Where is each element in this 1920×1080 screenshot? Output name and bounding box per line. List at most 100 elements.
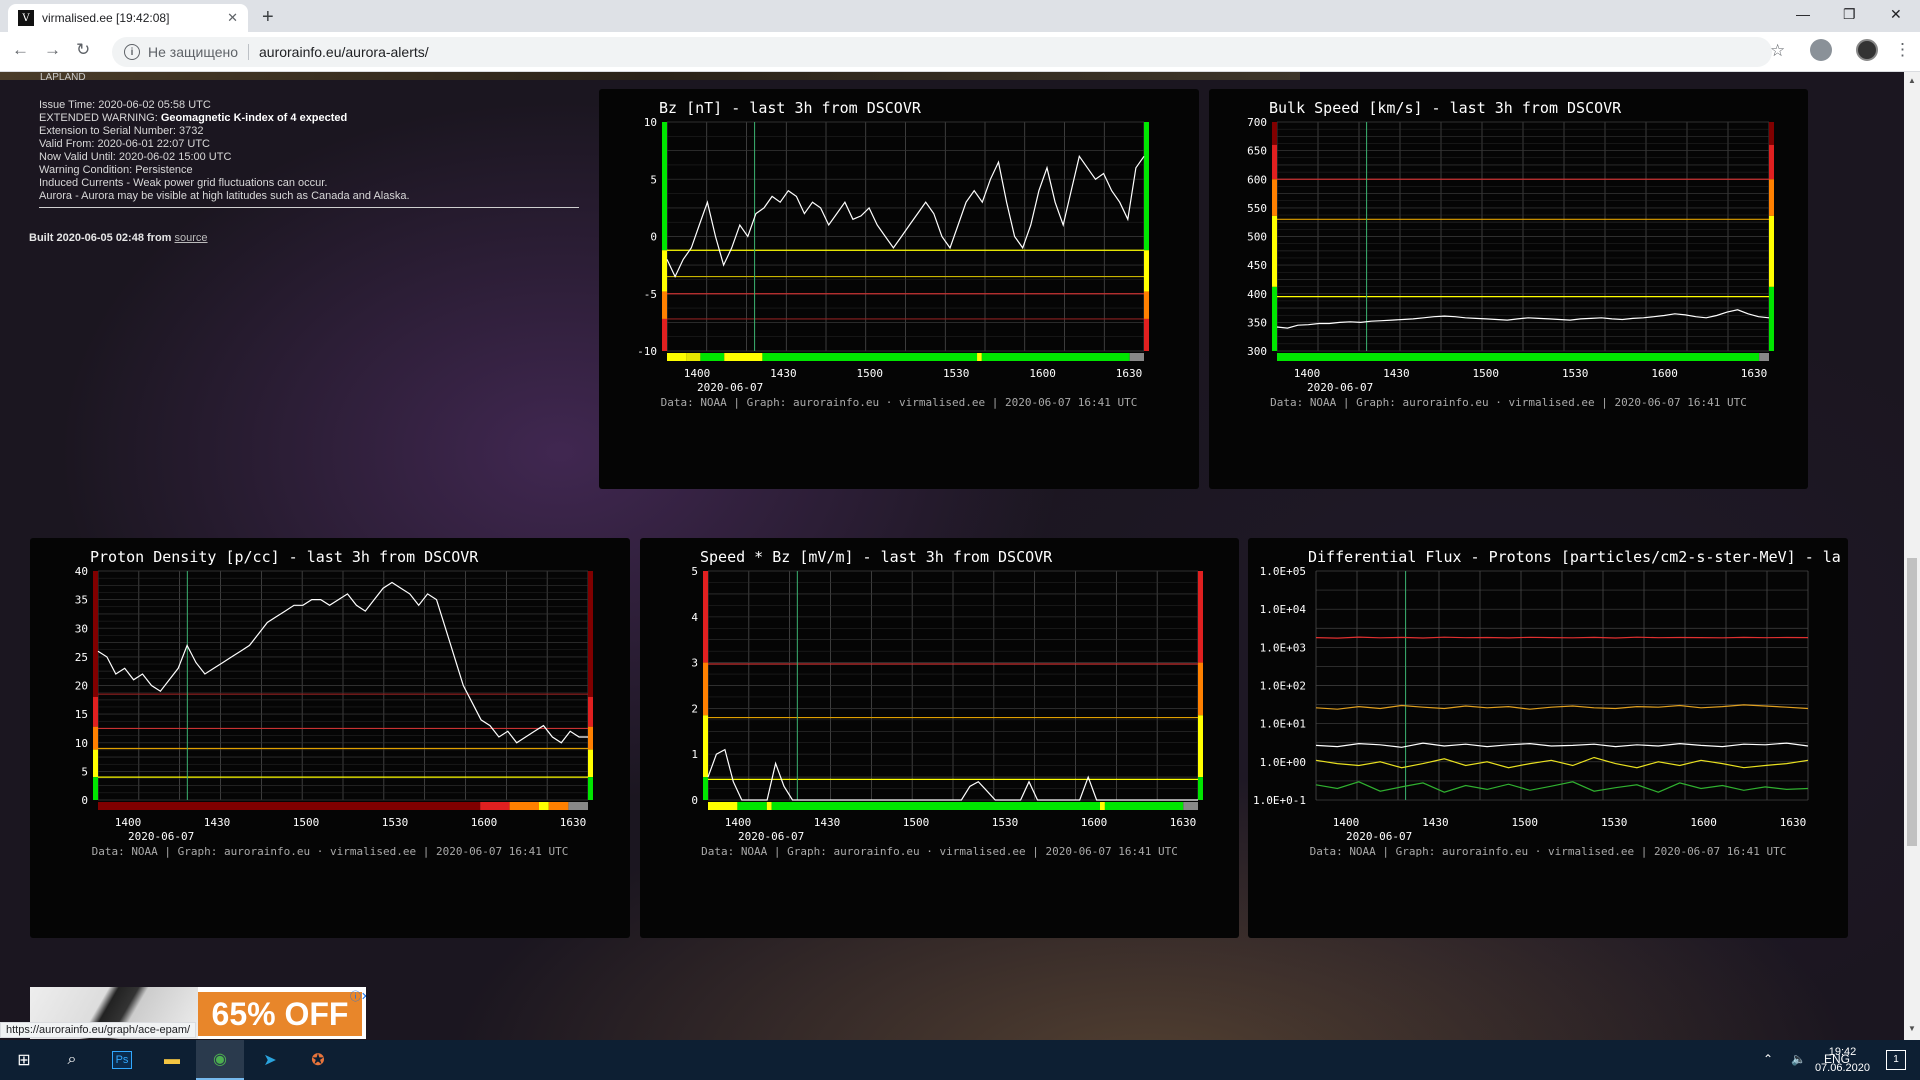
alert-warning-bold: Geomagnetic K-index of 4 expected [160, 112, 348, 124]
y-tick-label: 35 [75, 594, 88, 607]
scale-bar-segment [1144, 318, 1149, 351]
y-tick-label: 2 [691, 702, 698, 715]
y-tick-label: 0 [81, 794, 88, 807]
status-bar-segment [766, 802, 772, 810]
series-line [1315, 636, 1809, 639]
x-tick-label: 1600 [471, 816, 498, 829]
series-line [1276, 309, 1770, 329]
divider [39, 207, 579, 208]
system-tray: ⌃ 🔈 ENG [1763, 1052, 1850, 1066]
chart-plot: 700 650 600 550 500 450 400 350 300 1400 1430 1500 1… [1247, 116, 1774, 394]
forward-icon[interactable]: → [44, 40, 61, 59]
y-tick-label: 550 [1247, 202, 1267, 215]
x-tick-label: 1500 [857, 367, 884, 380]
y-tick-label: 700 [1247, 116, 1267, 129]
y-tick-label: 450 [1247, 259, 1267, 272]
status-bar-segment [724, 353, 763, 361]
scale-bar-segment [1769, 179, 1774, 216]
divider [248, 44, 249, 60]
y-tick-label: 0 [691, 794, 698, 807]
scroll-down-icon[interactable]: ▼ [1908, 1024, 1916, 1033]
status-bar-segment [700, 353, 725, 361]
x-tick-label: 1430 [770, 367, 797, 380]
restore-icon[interactable]: ❐ [1843, 6, 1856, 22]
new-tab-icon[interactable]: + [262, 6, 274, 28]
chart-title: Speed * Bz [mV/m] - last 3h from DSCOVR [700, 548, 1053, 566]
y-tick-label: 3 [691, 657, 698, 670]
scale-bar-segment [1272, 215, 1277, 287]
chart-footer: Data: NOAA | Graph: aurorainfo.eu · virm… [1270, 396, 1747, 409]
scroll-up-icon[interactable]: ▲ [1908, 76, 1916, 85]
app-icon[interactable]: ✪ [311, 1052, 325, 1069]
start-windows-icon[interactable]: ⊞ [17, 1052, 31, 1069]
status-bar-segment [981, 353, 1130, 361]
info-icon[interactable]: i [124, 44, 140, 60]
photoshop-icon[interactable]: Ps [98, 1040, 146, 1080]
date-label: 2020-06-07 [697, 381, 763, 394]
notification-icon[interactable]: 1 [1886, 1050, 1906, 1070]
x-tick-label: 1400 [684, 367, 711, 380]
status-bar-segment [771, 802, 1100, 810]
y-tick-label: 0 [650, 231, 657, 244]
scale-bar-segment [588, 571, 593, 697]
minimize-icon[interactable]: — [1796, 6, 1810, 22]
y-tick-label: 1.0E+01 [1260, 718, 1306, 731]
x-tick-label: 1600 [1029, 367, 1056, 380]
reload-icon[interactable]: ↻ [76, 40, 91, 59]
bookmark-star-icon[interactable]: ☆ [1770, 41, 1786, 60]
scale-bar-segment [1198, 777, 1203, 800]
tab-bar: V virmalised.ee [19:42:08] ✕ + — ❐ ✕ [0, 0, 1920, 32]
scale-bar-segment [1144, 291, 1149, 319]
chart-footer: Data: NOAA | Graph: aurorainfo.eu · virm… [701, 845, 1178, 858]
file-explorer-icon[interactable]: ▬ [164, 1051, 180, 1068]
menu-kebab-icon[interactable]: ⋮ [1894, 40, 1911, 59]
date-label: 2020-06-07 [1346, 830, 1412, 843]
y-tick-label: 40 [75, 565, 88, 578]
scale-bar-segment [1198, 571, 1203, 663]
clock-time: 19:42 [1828, 1046, 1857, 1058]
y-tick-label: -10 [637, 345, 657, 358]
y-tick-label: 1.0E+00 [1260, 756, 1306, 769]
x-tick-label: 1530 [382, 816, 409, 829]
clock[interactable]: 19:42 07.06.2020 [1815, 1044, 1870, 1076]
scale-bar-segment [588, 696, 593, 727]
scale-bar-segment [93, 726, 98, 750]
x-tick-label: 1400 [115, 816, 142, 829]
y-tick-label: 650 [1247, 145, 1267, 158]
tray-chevron-icon[interactable]: ⌃ [1762, 1052, 1774, 1066]
url-text: aurorainfo.eu/aurora-alerts/ [259, 44, 429, 60]
speed-bz-chart-panel: Speed * Bz [mV/m] - last 3h from DSCOVR 5… [640, 538, 1239, 938]
language-indicator[interactable]: ENG [1823, 1052, 1850, 1066]
scrollbar-thumb[interactable] [1907, 558, 1917, 846]
profile-avatar[interactable] [1856, 39, 1878, 61]
ad-headline[interactable]: 65% OFF [198, 992, 362, 1036]
back-icon[interactable]: ← [12, 40, 29, 59]
scale-bar-segment [703, 777, 708, 800]
chrome-icon[interactable]: ◉ [196, 1040, 244, 1080]
close-window-icon[interactable]: ✕ [1890, 6, 1902, 22]
status-bar-segment [1759, 353, 1769, 361]
volume-icon[interactable]: 🔈 [1791, 1052, 1806, 1066]
source-link[interactable]: source [174, 232, 208, 244]
scale-bar-segment [662, 122, 667, 251]
alert-condition: Warning Condition: Persistence [39, 164, 193, 176]
browser-tab[interactable]: V virmalised.ee [19:42:08] ✕ [8, 4, 248, 32]
address-bar[interactable]: i Не защищено aurorainfo.eu/aurora-alert… [112, 37, 1772, 67]
telegram-icon[interactable]: ➤ [263, 1052, 277, 1069]
close-tab-icon[interactable]: ✕ [227, 10, 238, 25]
scale-bar-segment [1144, 250, 1149, 292]
bulk-speed-chart-panel: Bulk Speed [km/s] - last 3h from DSCOVR 7… [1209, 89, 1808, 489]
alert-warning: EXTENDED WARNING: Geomagnetic K-index of… [39, 112, 579, 125]
extension-icon[interactable] [1810, 39, 1832, 61]
y-tick-label: 500 [1247, 231, 1267, 244]
y-tick-label: 10 [75, 737, 88, 750]
x-tick-label: 1600 [1690, 816, 1717, 829]
alert-valid-from: Valid From: 2020-06-01 22:07 UTC [39, 138, 210, 150]
scale-bar-segment [1769, 215, 1774, 287]
search-icon[interactable]: ⌕ [67, 1051, 77, 1068]
scale-bar-segment [662, 250, 667, 292]
scale-bar-segment [1198, 715, 1203, 778]
x-tick-label: 1500 [903, 816, 930, 829]
page-scrollbar[interactable]: ▲ ▼ [1904, 72, 1920, 1040]
close-icon[interactable]: ⓘ✕ [350, 991, 366, 1003]
